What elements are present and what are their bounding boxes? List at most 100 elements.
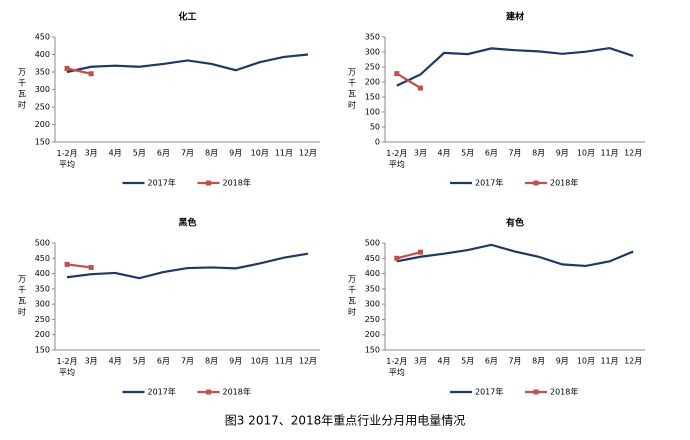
x-tick-label: 7月 — [508, 149, 521, 158]
y-tick-label: 350 — [35, 68, 50, 77]
series-line — [66, 252, 309, 280]
legend-marker — [533, 180, 539, 186]
chart-title: 黑色 — [178, 217, 196, 229]
series-line — [396, 251, 421, 260]
y-axis-label-char: 瓦 — [18, 296, 26, 305]
point — [88, 264, 94, 270]
point — [64, 261, 70, 267]
series-line — [66, 263, 92, 269]
x-tick-label: 11月 — [275, 149, 293, 158]
x-tick-label: 11月 — [600, 149, 618, 158]
x-tick-label: 6月 — [157, 357, 170, 366]
point — [417, 85, 423, 91]
x-tick-label-line: 1-2月 — [57, 357, 78, 366]
y-tick-label: 150 — [35, 346, 50, 355]
y-tick-label: 500 — [35, 239, 50, 248]
y-tick-label: 200 — [35, 330, 50, 339]
legend-label: 2017年 — [148, 387, 176, 397]
x-tick-label: 4月 — [438, 149, 451, 158]
y-axis-label-char: 万 — [18, 274, 26, 283]
y-axis-label-char: 时 — [18, 306, 26, 316]
y-tick-label: 300 — [365, 300, 380, 309]
x-tick-label: 9月 — [229, 357, 242, 366]
chart-title: 有色 — [506, 217, 524, 229]
point — [88, 71, 94, 77]
x-tick-label: 6月 — [157, 149, 170, 158]
legend-marker — [533, 389, 539, 395]
y-tick-label: 350 — [365, 284, 380, 293]
y-tick-label: 450 — [35, 33, 50, 42]
series-line — [66, 67, 92, 75]
y-axis-label-char: 万 — [348, 274, 356, 283]
x-tick-label: 8月 — [532, 357, 545, 366]
x-tick-label-line: 1-2月 — [386, 357, 407, 366]
y-axis-label-char: 瓦 — [348, 89, 356, 98]
legend-label: 2018年 — [223, 387, 251, 397]
x-tick-label: 5月 — [133, 357, 146, 366]
legend-label: 2017年 — [475, 178, 503, 188]
y-tick-label: 200 — [35, 120, 50, 129]
x-tick-label-line: 1-2月 — [386, 149, 407, 158]
y-tick-label: 200 — [365, 330, 380, 339]
x-tick-label: 11月 — [600, 357, 618, 366]
chart-title: 化工 — [178, 11, 196, 23]
y-tick-label: 400 — [365, 269, 380, 278]
point — [394, 71, 400, 77]
x-tick-label-line: 平均 — [59, 367, 75, 377]
legend-label: 2018年 — [550, 387, 578, 397]
y-tick-label: 150 — [365, 93, 380, 102]
x-tick-label: 10月 — [251, 149, 269, 158]
x-tick-label: 3月 — [85, 357, 98, 366]
y-axis-label-char: 千 — [348, 77, 356, 87]
y-tick-label: 250 — [35, 103, 50, 112]
x-tick-label: 10月 — [577, 149, 595, 158]
x-tick-label: 6月 — [485, 149, 498, 158]
x-tick-label: 12月 — [299, 357, 317, 366]
y-axis-label-char: 时 — [348, 306, 356, 316]
y-tick-label: 100 — [365, 108, 380, 117]
x-tick-label: 5月 — [461, 149, 474, 158]
x-tick-label: 9月 — [229, 149, 242, 158]
x-tick-label: 12月 — [624, 149, 642, 158]
x-tick-label: 5月 — [461, 357, 474, 366]
x-tick-label: 12月 — [624, 357, 642, 366]
x-tick-label-line: 平均 — [389, 159, 405, 169]
legend-label: 2018年 — [550, 178, 578, 188]
point — [394, 255, 400, 261]
legend-marker — [206, 180, 211, 186]
x-tick-label: 7月 — [508, 357, 521, 366]
y-axis-label-char: 千 — [348, 284, 356, 294]
y-axis-label-char: 万 — [18, 67, 26, 76]
legend-label: 2017年 — [148, 178, 176, 188]
x-tick-label: 1-2月平均 — [386, 149, 407, 169]
y-axis-label: 万千瓦时 — [348, 67, 356, 109]
y-axis-label: 万千瓦时 — [348, 274, 356, 316]
y-tick-label: 450 — [35, 254, 50, 263]
legend-label: 2017年 — [475, 387, 503, 397]
y-tick-label: 200 — [365, 78, 380, 87]
y-tick-label: 350 — [365, 33, 380, 42]
y-tick-label: 150 — [35, 138, 50, 147]
x-tick-label: 3月 — [414, 149, 427, 158]
y-tick-label: 250 — [365, 315, 380, 324]
x-tick-label: 10月 — [251, 357, 269, 366]
x-tick-label: 5月 — [133, 149, 146, 158]
y-axis-label-char: 千 — [18, 284, 26, 294]
y-axis-label-char: 千 — [18, 77, 26, 87]
y-axis-label-char: 万 — [348, 67, 356, 76]
y-tick-label: 0 — [375, 138, 380, 147]
y-tick-label: 300 — [35, 300, 50, 309]
y-tick-label: 250 — [35, 315, 50, 324]
x-tick-label: 9月 — [556, 357, 569, 366]
series-line — [396, 72, 422, 89]
x-tick-label-line: 平均 — [59, 159, 75, 169]
chart-title: 建材 — [506, 11, 524, 23]
x-tick-label-line: 1-2月 — [57, 149, 78, 158]
y-tick-label: 500 — [365, 239, 380, 248]
point — [417, 249, 423, 255]
caption: 图3 2017、2018年重点行业分月用电量情况 — [225, 414, 466, 428]
y-axis-label: 万千瓦时 — [18, 274, 26, 316]
x-tick-label: 11月 — [275, 357, 293, 366]
y-tick-label: 300 — [35, 85, 50, 94]
